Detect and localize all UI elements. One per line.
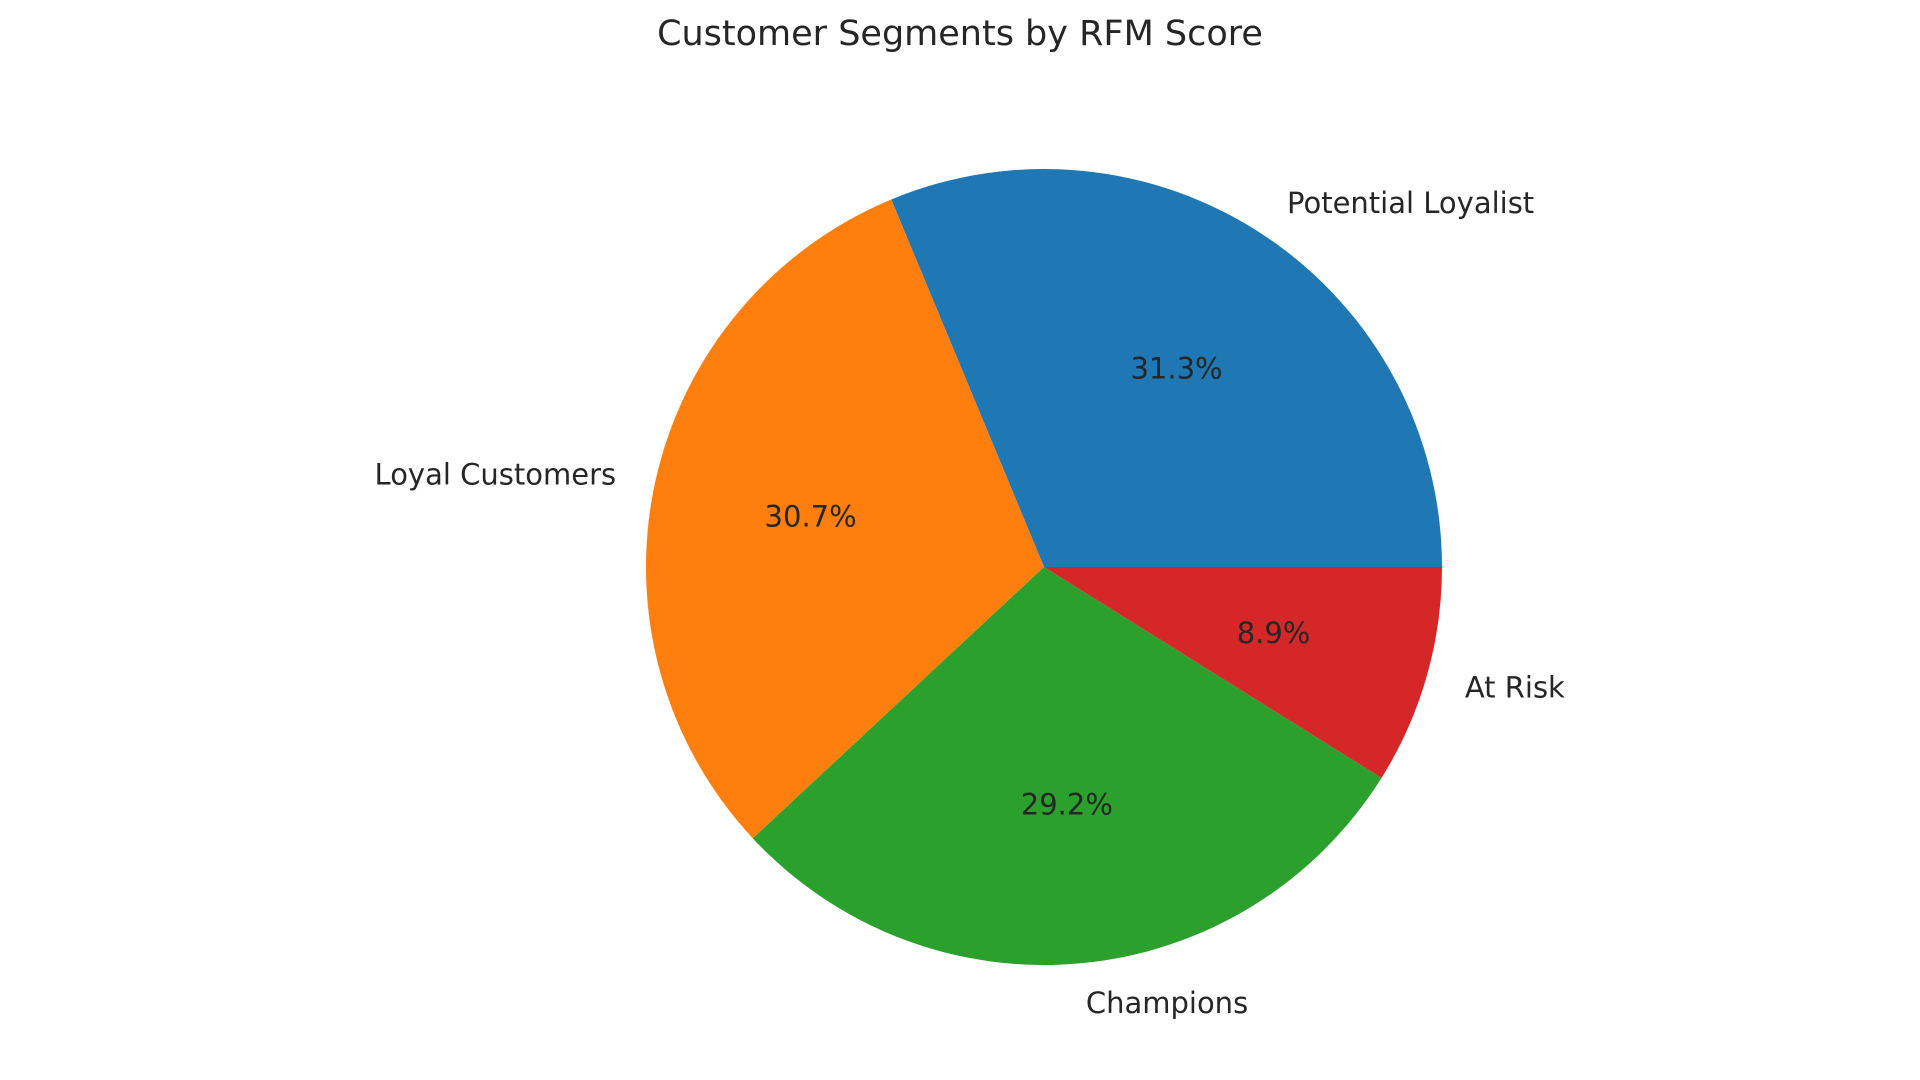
pct-label-at-risk: 8.9%	[1237, 616, 1311, 650]
slice-label-loyal-customers: Loyal Customers	[375, 457, 617, 491]
pie-slices	[646, 168, 1442, 965]
pie-slice-at-risk	[1044, 567, 1442, 778]
pie-slice-potential-loyalist	[891, 168, 1442, 567]
slice-label-at-risk: At Risk	[1465, 671, 1565, 705]
pie-labels: 31.3% Potential Loyalist 30.7% Loyal Custom…	[375, 186, 1566, 1020]
pie-slice-loyal-customers	[646, 199, 1044, 839]
slice-label-champions: Champions	[1086, 986, 1248, 1020]
chart-title: Customer Segments by RFM Score	[657, 14, 1263, 54]
pct-label-loyal-customers: 30.7%	[765, 499, 857, 533]
pct-label-potential-loyalist: 31.3%	[1130, 351, 1222, 385]
slice-label-potential-loyalist: Potential Loyalist	[1287, 186, 1534, 220]
pct-label-champions: 29.2%	[1021, 788, 1113, 822]
pie-slice-champions	[752, 567, 1382, 965]
